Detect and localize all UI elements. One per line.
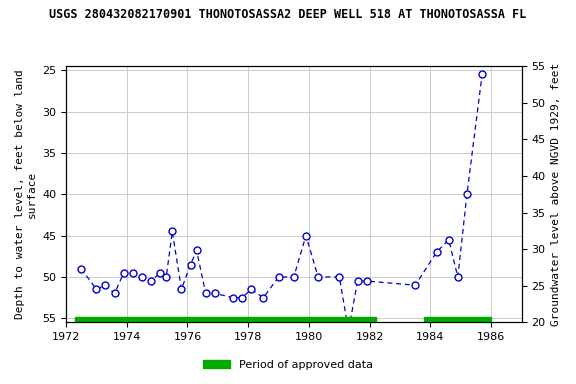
Text: USGS 280432082170901 THONOTOSASSA2 DEEP WELL 518 AT THONOTOSASSA FL: USGS 280432082170901 THONOTOSASSA2 DEEP … xyxy=(50,8,526,21)
Y-axis label: Groundwater level above NGVD 1929, feet: Groundwater level above NGVD 1929, feet xyxy=(551,63,561,326)
Y-axis label: Depth to water level, feet below land
surface: Depth to water level, feet below land su… xyxy=(15,70,37,319)
Bar xyxy=(75,317,376,323)
Legend: Period of approved data: Period of approved data xyxy=(198,356,378,375)
Bar xyxy=(425,317,491,323)
